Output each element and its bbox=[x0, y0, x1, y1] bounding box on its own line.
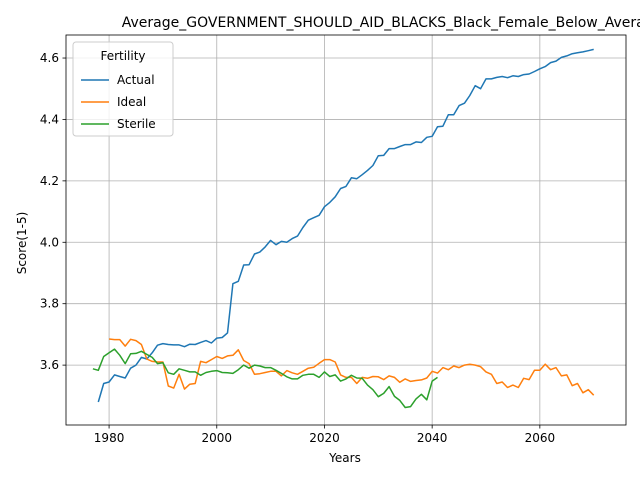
axis-ticks: 1980 2000 2020 2040 2060 3.6 3.8 4.0 4.2 4.4 4.6 bbox=[40, 51, 555, 445]
series-line-ideal bbox=[109, 338, 595, 396]
x-tick-label: 2020 bbox=[309, 431, 340, 445]
plot-frame bbox=[65, 34, 627, 426]
y-tick-label: 4.4 bbox=[40, 112, 59, 126]
x-axis-label: Years bbox=[328, 451, 361, 465]
y-tick-label: 3.6 bbox=[40, 358, 59, 372]
series-line-sterile bbox=[92, 348, 438, 409]
legend-box bbox=[72, 41, 174, 137]
y-tick-label: 3.8 bbox=[40, 297, 59, 311]
y-axis-label: Score(1-5) bbox=[15, 212, 29, 275]
x-tick-label: 2060 bbox=[525, 431, 556, 445]
legend-label-ideal: Ideal bbox=[117, 95, 146, 109]
legend-label-sterile: Sterile bbox=[117, 117, 156, 131]
legend-title: Fertility bbox=[100, 49, 145, 63]
chart-title: Average_GOVERNMENT_SHOULD_AID_BLACKS_Bla… bbox=[122, 15, 640, 31]
y-tick-label: 4.0 bbox=[40, 235, 59, 249]
y-tick-label: 4.2 bbox=[40, 174, 59, 188]
series-lines bbox=[92, 48, 595, 409]
series-line-actual bbox=[97, 48, 594, 403]
x-tick-label: 2000 bbox=[201, 431, 232, 445]
legend: Fertility Actual Ideal Sterile bbox=[72, 41, 174, 137]
legend-label-actual: Actual bbox=[117, 73, 155, 87]
x-tick-label: 1980 bbox=[94, 431, 125, 445]
y-tick-label: 4.6 bbox=[40, 51, 59, 65]
grid bbox=[66, 35, 626, 425]
x-tick-label: 2040 bbox=[417, 431, 448, 445]
